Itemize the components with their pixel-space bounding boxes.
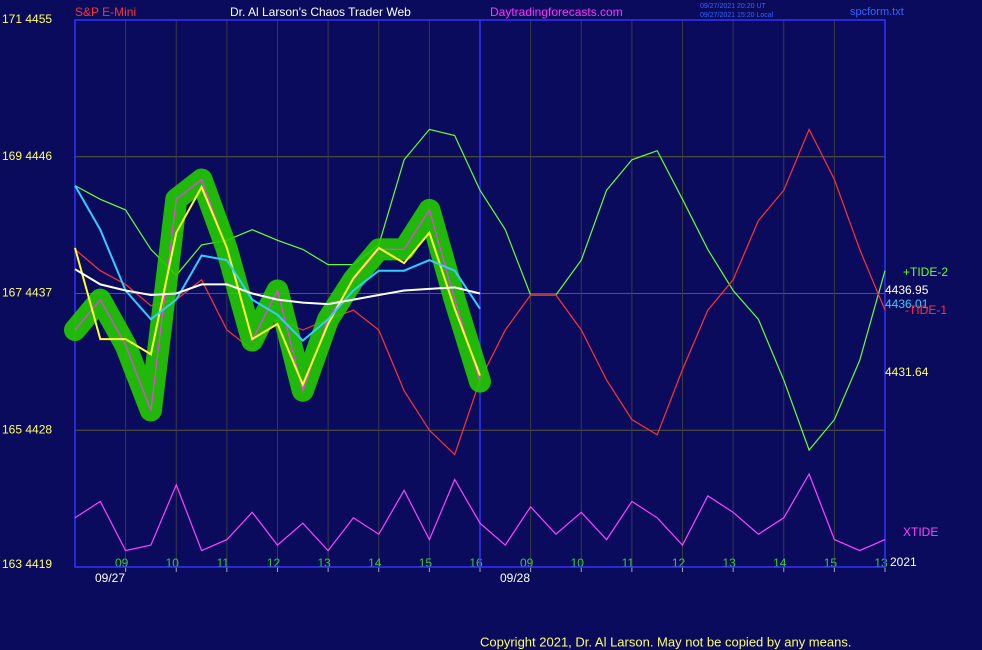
x-tick-label: 12 bbox=[672, 556, 686, 570]
annotation: -TIDE-1 bbox=[905, 303, 947, 317]
series-line bbox=[74, 184, 481, 388]
x-tick-label: 11 bbox=[622, 556, 635, 570]
series-line bbox=[74, 268, 481, 306]
annotation: 4436.95 bbox=[885, 283, 929, 297]
x-tick-label: 15 bbox=[419, 556, 433, 570]
annotation: 2021 bbox=[890, 555, 917, 569]
x-tick-label: 10 bbox=[166, 556, 180, 570]
series-line bbox=[74, 128, 886, 452]
site: Daytradingforecasts.com bbox=[490, 5, 623, 19]
x-tick-label: 09 bbox=[115, 556, 129, 570]
y-tick-label: 169 4446 bbox=[2, 149, 52, 163]
y-tick-label: 167 4437 bbox=[2, 286, 52, 300]
series-line bbox=[74, 472, 886, 552]
series-line bbox=[74, 178, 481, 411]
date-label: 09/28 bbox=[500, 571, 530, 585]
x-tick-label: 12 bbox=[267, 556, 281, 570]
annotation: +TIDE-2 bbox=[903, 265, 948, 279]
chart-title: Dr. Al Larson's Chaos Trader Web bbox=[230, 5, 411, 19]
date-label: 09/27 bbox=[95, 571, 125, 585]
series-line bbox=[74, 185, 481, 342]
y-tick-label: 171 4455 bbox=[2, 12, 52, 26]
x-tick-label: 10 bbox=[571, 556, 585, 570]
x-tick-label: 09 bbox=[520, 556, 534, 570]
x-tick-label: 13 bbox=[317, 556, 331, 570]
copyright: Copyright 2021, Dr. Al Larson. May not b… bbox=[480, 634, 851, 649]
x-tick-label: 11 bbox=[217, 556, 230, 570]
annotation: 4436.01 bbox=[885, 297, 929, 311]
x-tick-label: 13 bbox=[722, 556, 736, 570]
timestamp: 09/27/2021 15:20 Local bbox=[700, 12, 774, 19]
annotation: 4431.64 bbox=[885, 365, 929, 379]
annotation: XTIDE bbox=[903, 525, 938, 539]
y-tick-label: 163 4419 bbox=[2, 557, 52, 571]
x-tick-label: 15 bbox=[824, 556, 838, 570]
x-tick-label: 14 bbox=[368, 556, 382, 570]
x-tick-label: 16 bbox=[469, 556, 483, 570]
x-tick-label: 14 bbox=[773, 556, 787, 570]
instrument: S&P E-Mini bbox=[75, 5, 136, 19]
x-tick-label: 13 bbox=[874, 556, 888, 570]
file-name: spcform.txt bbox=[850, 6, 904, 18]
timestamp: 09/27/2021 20:20 UT bbox=[700, 3, 766, 10]
y-tick-label: 165 4428 bbox=[2, 422, 52, 436]
